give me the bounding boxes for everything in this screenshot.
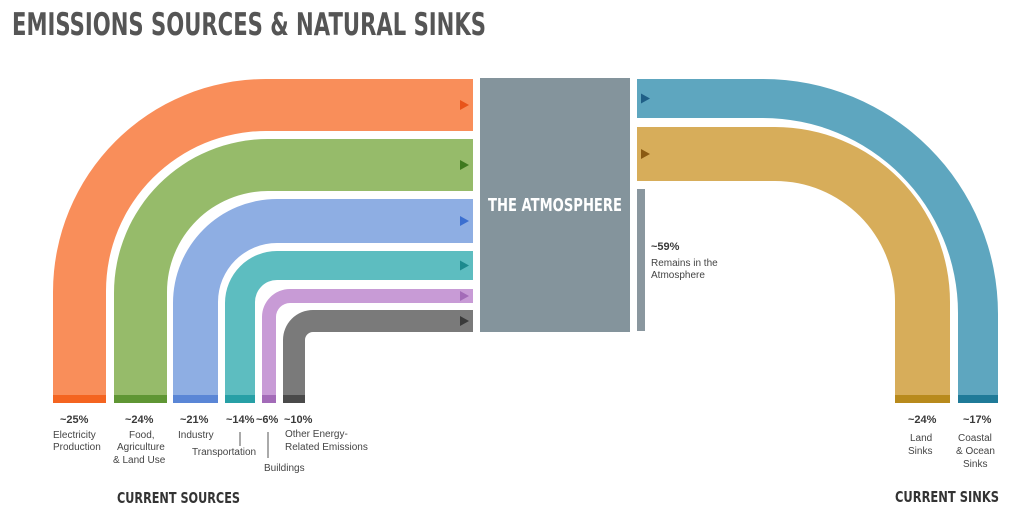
- source-label: Agriculture: [117, 442, 165, 453]
- flow-labels: ~25% ~24% ~21% ~14% ~6% ~10% ElectricityProduc…: [53, 414, 995, 474]
- source-label: & Land Use: [113, 455, 166, 466]
- source-label: Electricity: [53, 430, 96, 441]
- source-label: Industry: [178, 430, 214, 441]
- sink-foot-bar: [958, 395, 998, 403]
- source-value: ~24%: [125, 414, 154, 426]
- source-value: ~25%: [60, 414, 89, 426]
- remains-value: ~59%: [651, 241, 680, 253]
- source-foot-bar: [173, 395, 218, 403]
- flow-arrow-icon: [460, 100, 469, 110]
- source-flows: [53, 79, 473, 403]
- source-label: Food,: [129, 430, 155, 441]
- sink-value: ~24%: [908, 414, 937, 426]
- source-value: ~6%: [256, 414, 279, 426]
- sink-flow-band: [637, 79, 998, 395]
- sink-label: Sinks: [963, 459, 987, 470]
- sink-foot-bar: [895, 395, 950, 403]
- source-flow-band: [173, 199, 473, 395]
- source-flow-band: [262, 289, 473, 395]
- remains-label-line-2: Atmosphere: [651, 270, 705, 281]
- sink-label: Land: [910, 433, 932, 444]
- source-flow-band: [225, 251, 473, 395]
- sink-label: Coastal: [958, 433, 992, 444]
- sink-flow-band: [637, 127, 950, 395]
- source-flow-band: [114, 139, 473, 395]
- sink-value: ~17%: [963, 414, 992, 426]
- flow-arrow-icon: [641, 149, 650, 159]
- source-label: Production: [53, 442, 101, 453]
- current-sources-caption: CURRENT SOURCES: [117, 489, 240, 507]
- flow-arrow-icon: [460, 260, 469, 271]
- flow-arrow-icon: [460, 160, 469, 170]
- sink-flows: [637, 79, 998, 403]
- source-label: Buildings: [264, 463, 305, 474]
- source-label: Other Energy-: [285, 429, 348, 440]
- flow-arrow-icon: [641, 93, 650, 104]
- page-title: EMISSIONS SOURCES & NATURAL SINKS: [12, 7, 486, 43]
- flow-arrow-icon: [460, 216, 469, 226]
- source-value: ~10%: [284, 414, 313, 426]
- remains-bar: [637, 189, 645, 331]
- source-foot-bar: [114, 395, 167, 403]
- source-foot-bar: [225, 395, 255, 403]
- remains-label-line-1: Remains in the: [651, 258, 718, 269]
- source-label: Related Emissions: [285, 442, 368, 453]
- source-value: ~14%: [226, 414, 255, 426]
- source-foot-bar: [283, 395, 305, 403]
- flow-arrow-icon: [460, 316, 469, 326]
- current-sinks-caption: CURRENT SINKS: [895, 488, 999, 506]
- source-flow-band: [283, 310, 473, 395]
- atmosphere-box: [480, 78, 630, 332]
- source-flow-band: [53, 79, 473, 395]
- atmosphere-label: THE ATMOSPHERE: [488, 195, 622, 216]
- source-foot-bar: [53, 395, 106, 403]
- source-value: ~21%: [180, 414, 209, 426]
- source-label: Transportation: [192, 447, 256, 458]
- source-foot-bar: [262, 395, 276, 403]
- sink-label: & Ocean: [956, 446, 995, 457]
- flow-arrow-icon: [460, 291, 469, 301]
- sink-label: Sinks: [908, 446, 932, 457]
